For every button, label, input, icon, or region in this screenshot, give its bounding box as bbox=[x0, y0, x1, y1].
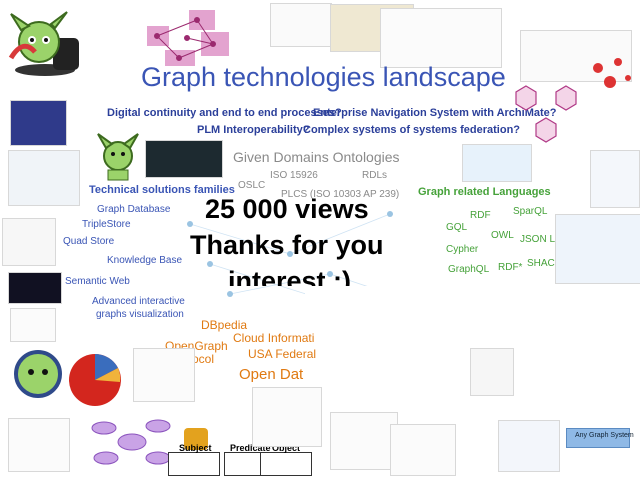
ontology-oslc: OSLC bbox=[238, 180, 266, 191]
screenshot-thumbnail bbox=[8, 150, 80, 206]
document-thumbnail bbox=[270, 3, 332, 47]
languages-heading: Graph related Languages bbox=[418, 186, 551, 198]
open-data-dbpedia: DBpedia bbox=[201, 318, 248, 332]
rdf-subject-label: Subject bbox=[179, 443, 212, 453]
language-item: RDF* bbox=[498, 262, 523, 273]
question-federation: Complex systems of systems federation? bbox=[303, 124, 521, 136]
language-item: SparQL bbox=[513, 206, 548, 217]
question-digital-continuity: Digital continuity and end to end proces… bbox=[107, 107, 342, 119]
hexagon-graph-thumbnail bbox=[515, 85, 577, 143]
tech-item: Semantic Web bbox=[65, 276, 130, 287]
open-data-usa: USA Federal bbox=[248, 347, 317, 361]
red-bubble-thumbnail bbox=[593, 58, 631, 88]
form-thumbnail bbox=[252, 387, 322, 447]
network-diagram-thumbnail bbox=[380, 8, 502, 68]
views-overlay-line2: Thanks for you bbox=[190, 230, 384, 260]
language-item: GQL bbox=[446, 222, 468, 233]
tech-item: Quad Store bbox=[63, 236, 115, 247]
language-item: JSON LD bbox=[520, 234, 563, 245]
blue-graph-thumbnail bbox=[462, 144, 532, 182]
tech-item: Graph Database bbox=[97, 204, 171, 215]
rdf-object-box bbox=[260, 452, 312, 476]
network-diagram-thumbnail bbox=[470, 348, 514, 396]
open-data-cloud: Cloud Informati bbox=[233, 331, 315, 345]
language-item: RDF bbox=[470, 210, 491, 221]
tech-item: TripleStore bbox=[82, 219, 131, 230]
page-title: Graph technologies landscape bbox=[141, 62, 506, 92]
pink-graph-thumbnail bbox=[147, 10, 229, 66]
mascot-astronaut bbox=[14, 350, 62, 398]
pie-chart-thumbnail bbox=[69, 354, 121, 406]
network-diagram-thumbnail bbox=[330, 412, 398, 470]
network-diagram-thumbnail bbox=[555, 214, 640, 284]
language-item: SHACL bbox=[527, 258, 561, 269]
tech-item: graphs visualization bbox=[96, 309, 184, 320]
tech-item: Advanced interactive bbox=[92, 296, 185, 307]
ontologies-heading: Given Domains Ontologies bbox=[233, 149, 400, 165]
views-overlay-line1: 25 000 views bbox=[205, 194, 369, 224]
question-archimate: Enterprise Navigation System with ArchiM… bbox=[313, 107, 557, 119]
views-overlay-line3-clip: interest :) bbox=[228, 266, 388, 286]
mascot-question bbox=[97, 133, 139, 181]
network-diagram-thumbnail bbox=[590, 150, 640, 208]
rdf-object-label: Object bbox=[272, 443, 301, 453]
graph-system-label: Any Graph System bbox=[575, 432, 634, 439]
language-item: OWL bbox=[491, 230, 514, 241]
ontology-iso: ISO 15926 bbox=[270, 170, 318, 181]
technical-heading: Technical solutions families bbox=[89, 184, 235, 196]
views-overlay-line3: interest :) bbox=[228, 266, 352, 286]
tech-item: Knowledge Base bbox=[107, 255, 183, 266]
diagram-thumbnail bbox=[2, 218, 56, 266]
open-data-title: Open Dat bbox=[239, 366, 304, 383]
network-diagram-thumbnail bbox=[390, 424, 456, 476]
network-diagram-thumbnail bbox=[498, 420, 560, 472]
bubble-network-thumbnail bbox=[91, 419, 171, 465]
graph-system-box bbox=[566, 428, 630, 448]
rdf-subject-box bbox=[168, 452, 220, 476]
network-diagram-thumbnail bbox=[520, 30, 632, 82]
ontology-plcs: PLCS (ISO 10303 AP 239) bbox=[281, 189, 400, 200]
dark-graph-thumbnail bbox=[8, 272, 62, 304]
ontology-rdls: RDLs bbox=[362, 170, 388, 181]
mascot-top-left bbox=[8, 11, 79, 76]
language-item: GraphQL bbox=[448, 264, 490, 275]
table-thumbnail bbox=[8, 418, 70, 472]
rdf-predicate-label: Predicate bbox=[230, 443, 271, 453]
rdf-logo bbox=[184, 428, 208, 450]
dark-code-thumbnail bbox=[145, 140, 223, 178]
presentation-thumbnail bbox=[10, 100, 67, 146]
diagram-thumbnail bbox=[10, 308, 56, 342]
line-chart-thumbnail bbox=[133, 348, 195, 402]
language-item: Cypher bbox=[446, 244, 479, 255]
question-plm: PLM Interoperability? bbox=[197, 124, 310, 136]
